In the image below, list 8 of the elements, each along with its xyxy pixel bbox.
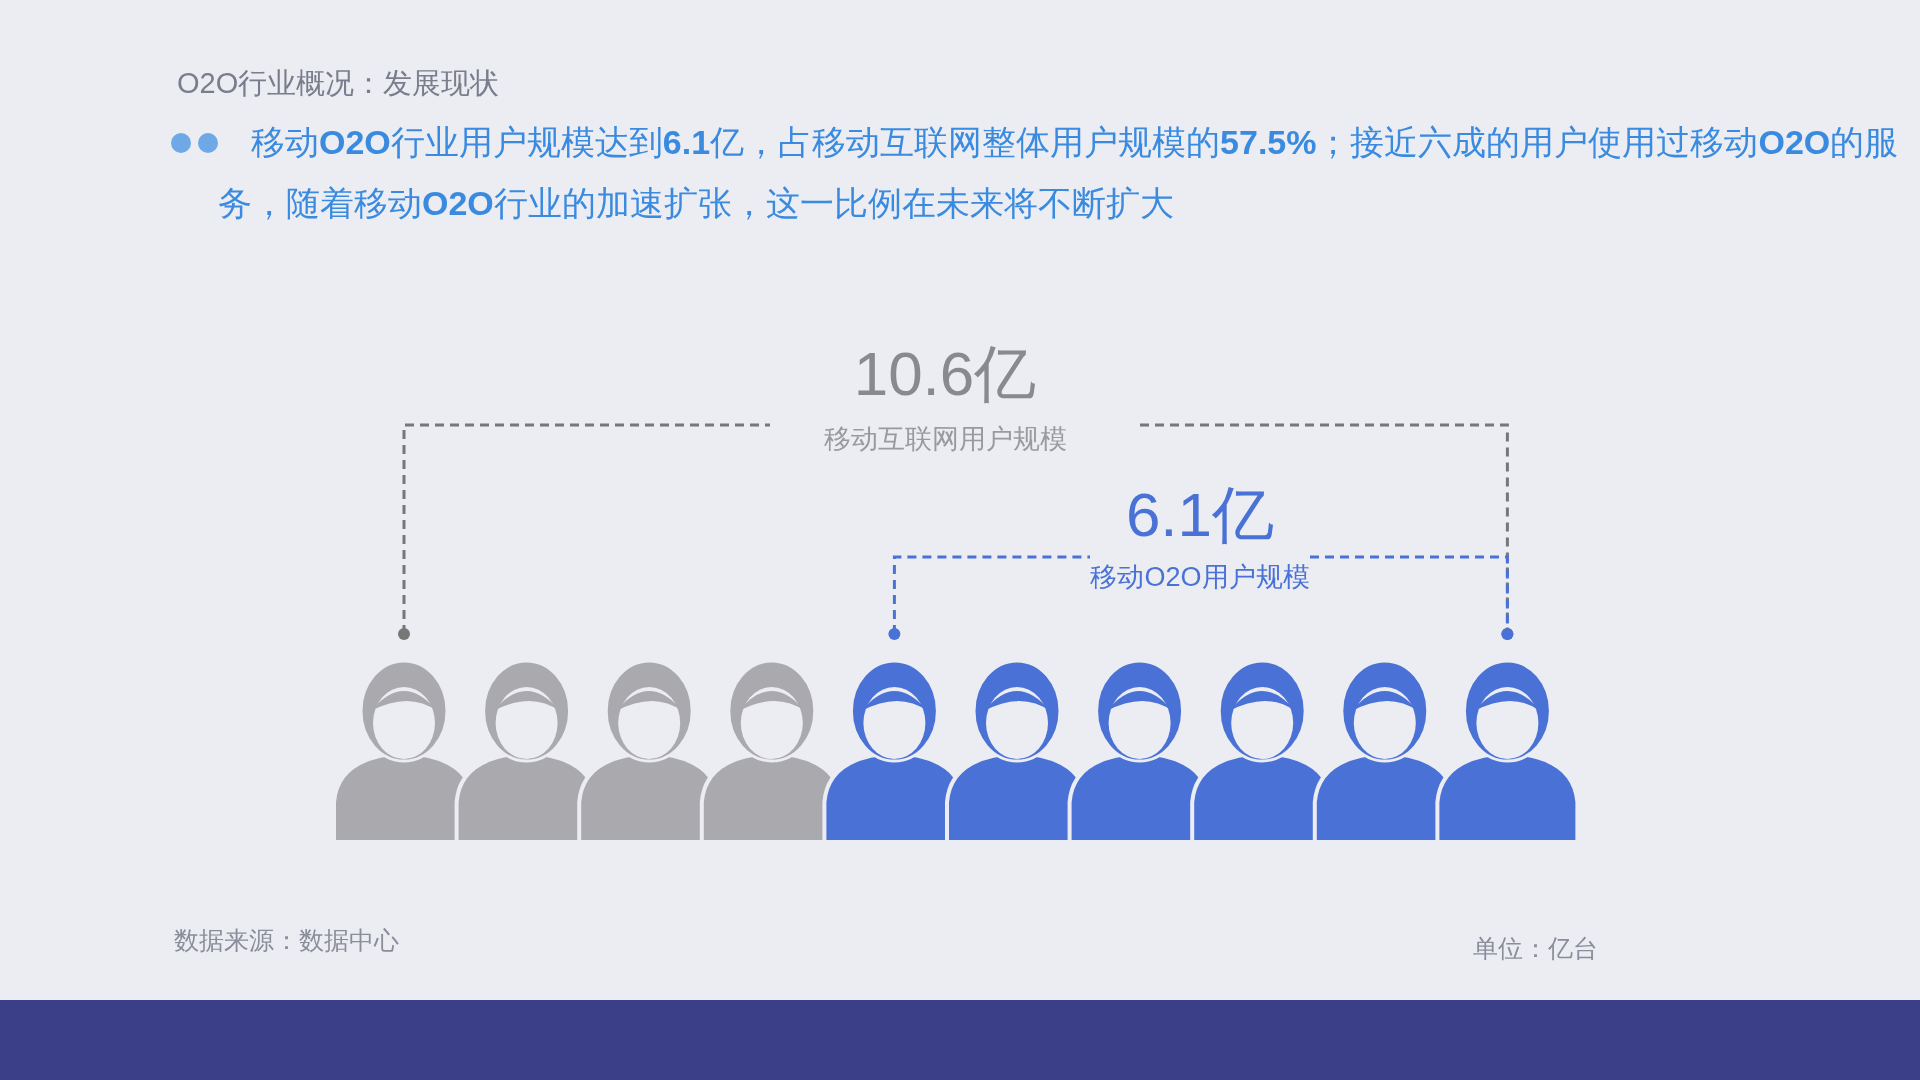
category-label: 移动O2O用户规模 xyxy=(1090,562,1310,592)
text: 移动O2O行业用户规模达到6.1亿，占移动互联网整体用户规模的57.5%；接近六成的用户使用过移动O2O的服务，随着移动O2O行业的加速扩张，这一比例在未来将不断扩大 xyxy=(218,123,1899,222)
text: 单位：亿台 xyxy=(1473,933,1598,964)
data-label: 6.1亿 xyxy=(1125,480,1275,549)
data-label: 10.6亿 xyxy=(853,339,1037,408)
text: O2O行业概况：发展现状 xyxy=(177,66,500,101)
source-note: 数据来源：数据中心 xyxy=(174,925,399,956)
category-label: 移动互联网用户规模 xyxy=(823,424,1067,454)
